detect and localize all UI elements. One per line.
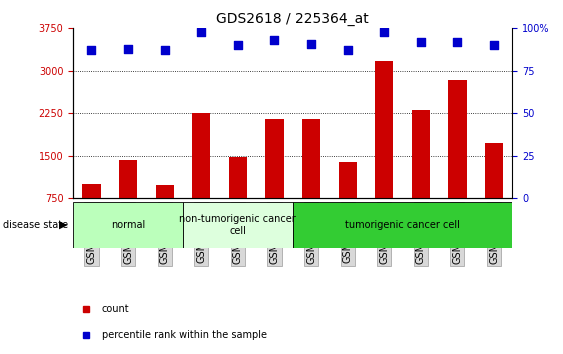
Title: GDS2618 / 225364_at: GDS2618 / 225364_at <box>216 12 369 26</box>
Point <box>489 42 499 48</box>
Point <box>306 41 315 46</box>
Point <box>87 47 96 53</box>
Bar <box>183 202 293 248</box>
Text: tumorigenic cancer cell: tumorigenic cancer cell <box>345 220 460 230</box>
Point <box>417 39 426 45</box>
Text: count: count <box>102 304 129 314</box>
Text: non-tumorigenic cancer
cell: non-tumorigenic cancer cell <box>180 214 296 236</box>
Point <box>123 46 133 52</box>
Bar <box>338 162 357 241</box>
Bar <box>448 80 467 241</box>
Bar <box>73 202 183 248</box>
Point <box>160 47 169 53</box>
Bar <box>155 185 174 241</box>
Point <box>343 47 352 53</box>
Point <box>197 29 206 35</box>
Bar <box>192 113 211 241</box>
Text: percentile rank within the sample: percentile rank within the sample <box>102 330 267 339</box>
Bar <box>293 202 512 248</box>
Text: ▶: ▶ <box>59 220 68 230</box>
Bar <box>412 110 430 241</box>
Point <box>453 39 462 45</box>
Point <box>379 29 388 35</box>
Bar <box>119 160 137 241</box>
Bar <box>375 61 394 241</box>
Text: disease state: disease state <box>3 220 68 230</box>
Point <box>234 42 243 48</box>
Bar <box>302 119 320 241</box>
Bar <box>229 157 247 241</box>
Bar <box>265 119 284 241</box>
Text: normal: normal <box>111 220 145 230</box>
Bar <box>485 143 503 241</box>
Point <box>270 38 279 43</box>
Bar <box>82 184 101 241</box>
